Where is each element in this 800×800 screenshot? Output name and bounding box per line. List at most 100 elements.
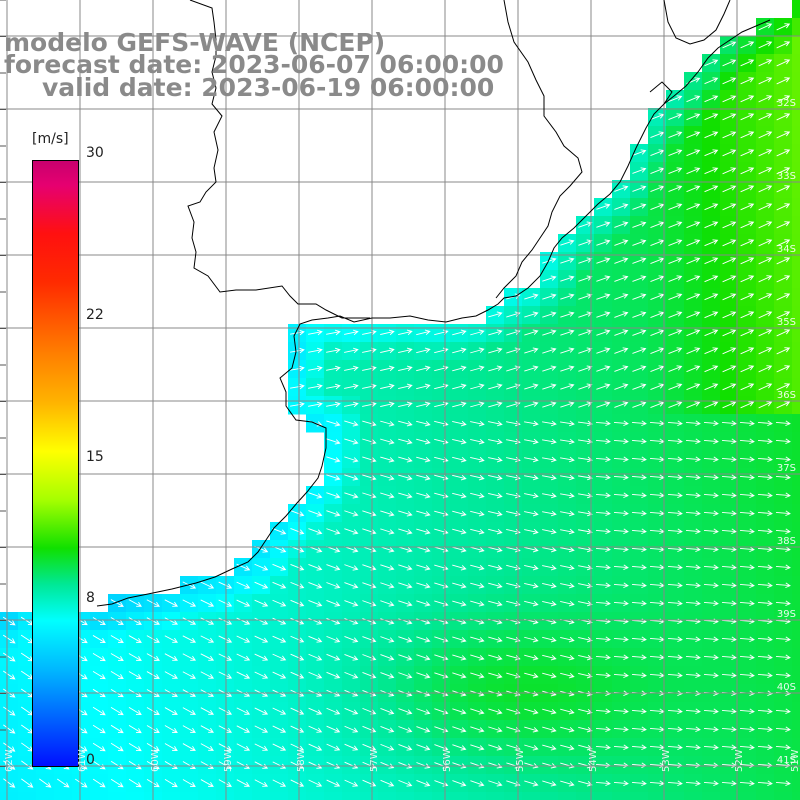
wind-cell	[90, 792, 109, 800]
wind-arrow	[452, 329, 467, 336]
wind-arrow	[380, 618, 395, 625]
wind-arrow	[290, 779, 305, 787]
wind-arrow	[667, 546, 683, 553]
wind-arrow	[524, 654, 539, 661]
wind-arrow	[776, 329, 791, 337]
wind-arrow	[326, 779, 341, 787]
wind-arrow	[254, 653, 269, 661]
wind-arrow	[236, 779, 250, 787]
wind-arrow	[758, 293, 773, 301]
wind-arrow	[542, 780, 557, 787]
wind-arrow	[380, 654, 395, 661]
wind-arrow	[775, 492, 791, 499]
wind-cell	[450, 792, 469, 800]
wind-arrow	[560, 347, 575, 354]
wind-arrow	[631, 636, 647, 643]
wind-arrow	[542, 744, 557, 751]
wind-arrow	[721, 528, 737, 535]
wind-arrow	[326, 420, 341, 427]
wind-arrow	[595, 492, 611, 499]
wind-arrow	[110, 742, 124, 752]
wind-arrow	[758, 59, 773, 67]
wind-arrow	[667, 528, 683, 535]
wind-arrow	[326, 635, 341, 643]
wind-arrow	[685, 510, 701, 517]
wind-arrow	[326, 725, 341, 733]
wind-arrow	[685, 600, 701, 607]
wind-arrow	[560, 293, 575, 300]
wind-cell	[792, 144, 800, 163]
wind-arrow	[344, 761, 359, 769]
wind-arrow	[92, 778, 106, 788]
wind-cell	[792, 432, 800, 451]
wind-arrow	[326, 492, 341, 499]
wind-arrow	[524, 365, 539, 372]
wind-arrow	[290, 743, 305, 751]
wind-arrow	[704, 113, 719, 121]
wind-arrow	[218, 635, 233, 643]
wind-arrow	[380, 546, 395, 553]
wind-arrow	[632, 221, 647, 228]
wind-arrow	[757, 564, 773, 571]
wind-cell	[792, 792, 800, 800]
wind-arrow	[686, 203, 701, 211]
wind-arrow	[272, 725, 287, 733]
wind-arrow	[775, 528, 791, 535]
wind-arrow	[398, 546, 413, 553]
wind-arrow	[524, 582, 539, 589]
wind-arrow	[595, 654, 611, 661]
wind-arrow	[722, 383, 737, 391]
wind-arrow	[740, 41, 755, 49]
wind-cell	[792, 414, 800, 433]
wind-arrow	[686, 401, 701, 409]
wind-arrow	[560, 311, 575, 318]
wind-arrow	[344, 456, 359, 463]
wind-arrow	[758, 185, 773, 193]
wind-arrow	[452, 708, 467, 715]
wind-cell	[648, 792, 667, 800]
wind-arrow	[722, 167, 737, 175]
wind-arrow	[110, 671, 124, 680]
wind-arrow	[776, 185, 791, 193]
wind-arrow	[740, 203, 755, 211]
wind-arrow	[560, 744, 575, 751]
wind-arrow	[182, 653, 197, 661]
wind-arrow	[272, 563, 287, 571]
wind-arrow	[631, 654, 647, 661]
wind-arrow	[613, 780, 629, 787]
wind-arrow	[452, 383, 467, 390]
wind-arrow	[740, 401, 755, 409]
wind-arrow	[380, 528, 395, 535]
wind-arrow	[416, 546, 431, 553]
wind-cell	[792, 18, 800, 37]
wind-arrow	[560, 365, 575, 372]
wind-arrow	[685, 474, 701, 481]
wind-arrow	[560, 528, 575, 535]
wind-arrow	[613, 636, 629, 643]
wind-arrow	[578, 582, 593, 589]
wind-arrow	[254, 743, 269, 751]
wind-arrow	[703, 600, 719, 607]
wind-arrow	[775, 744, 791, 751]
wind-arrow	[757, 744, 773, 751]
wind-arrow	[614, 383, 629, 390]
wind-arrow	[757, 546, 773, 553]
wind-arrow	[667, 510, 683, 517]
wind-arrow	[416, 564, 431, 571]
wind-arrow	[398, 636, 413, 643]
wind-arrow	[631, 456, 647, 463]
wind-arrow	[380, 725, 395, 733]
wind-arrow	[344, 779, 359, 787]
wind-arrow	[326, 329, 341, 336]
wind-arrow	[488, 582, 503, 589]
wind-arrow	[776, 95, 791, 103]
wind-arrow	[182, 743, 196, 751]
wind-arrow	[542, 582, 557, 589]
wind-arrow	[776, 401, 791, 409]
wind-arrow	[236, 617, 251, 625]
wind-cell	[792, 504, 800, 523]
wind-arrow	[2, 616, 16, 626]
wind-arrow	[290, 725, 305, 733]
wind-arrow	[775, 564, 791, 571]
wind-arrow	[631, 582, 647, 589]
